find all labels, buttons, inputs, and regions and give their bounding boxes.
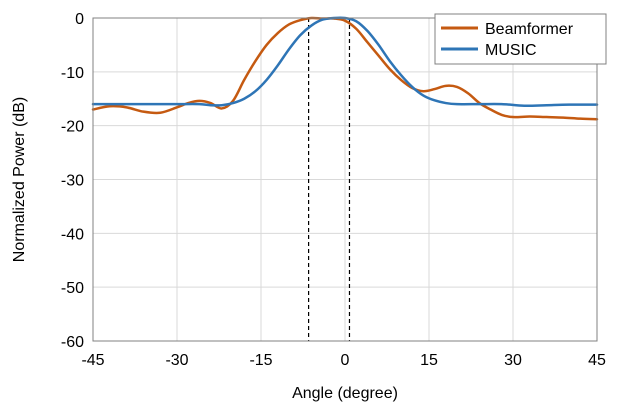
- legend-box: [434, 13, 607, 65]
- plot-frame: [92, 17, 598, 342]
- x-tick-label: 30: [504, 352, 522, 369]
- y-tick-label: -30: [61, 173, 84, 190]
- x-tick-label: -45: [81, 352, 104, 369]
- y-tick-label: -50: [61, 280, 84, 297]
- x-tick-label: -30: [165, 352, 188, 369]
- legend-label-music: MUSIC: [485, 42, 537, 59]
- x-tick-label: 15: [420, 352, 438, 369]
- x-axis-title: Angle (degree): [292, 385, 398, 402]
- tick-labels: -45 -30 -15 0 15 30 45 0 -10 -20 -30 -40 -50 -60: [61, 11, 606, 369]
- series-line-beamformer: [91, 16, 599, 121]
- x-tick-label: -15: [249, 352, 272, 369]
- y-tick-label: -10: [61, 65, 84, 82]
- y-tick-label: -20: [61, 119, 84, 136]
- y-tick-label: -40: [61, 226, 84, 243]
- legend: Beamformer MUSIC: [434, 13, 607, 65]
- y-axis-title: Normalized Power (dB): [11, 97, 28, 262]
- grid-layer: [92, 17, 598, 342]
- x-tick-label: 45: [588, 352, 606, 369]
- x-tick-label: 0: [341, 352, 350, 369]
- y-tick-label: -60: [61, 334, 84, 351]
- y-tick-label: 0: [75, 11, 84, 28]
- reference-lines: [308, 18, 351, 341]
- legend-label-beamformer: Beamformer: [485, 21, 574, 38]
